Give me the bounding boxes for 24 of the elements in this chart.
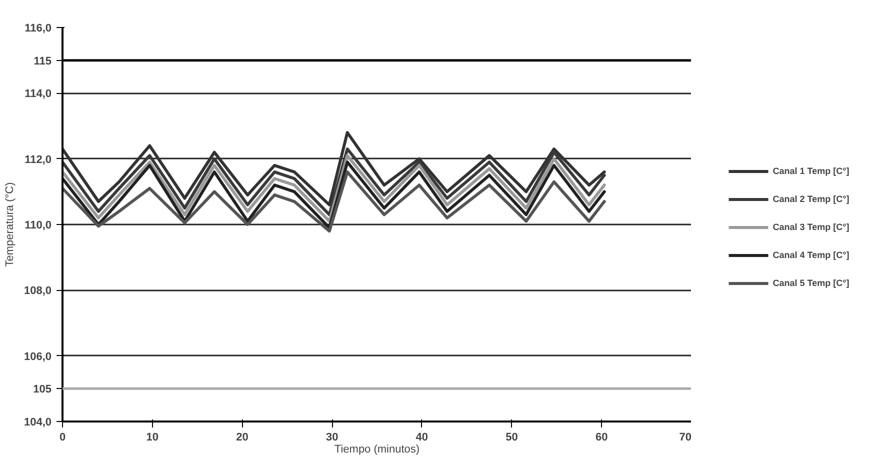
y-axis-title: Temperatura (°C) xyxy=(4,182,16,267)
y-tick-label: 110,0 xyxy=(24,220,52,232)
y-tick-label: 108,0 xyxy=(24,285,52,298)
y-tick-label: 116,0 xyxy=(24,22,52,34)
x-axis-title: Tiempo (minutos) xyxy=(334,444,420,456)
x-tick-label: 20 xyxy=(236,432,248,444)
y-tick-label: 112,0 xyxy=(24,154,52,166)
x-tick-label: 50 xyxy=(506,432,518,444)
legend-label: Canal 2 Temp [C°] xyxy=(772,194,850,204)
y-tick-label: 105 xyxy=(33,384,52,396)
y-tick-label: 106,0 xyxy=(24,350,52,363)
y-tick-label: 115 xyxy=(34,55,52,68)
legend-label: Canal 5 Temp [C°] xyxy=(772,278,850,288)
x-tick-label: 10 xyxy=(146,432,158,444)
x-tick-label: 70 xyxy=(679,432,692,444)
x-tick-label: 60 xyxy=(596,432,608,444)
legend-label: Canal 1 Temp [C°] xyxy=(772,166,850,176)
legend-label: Canal 3 Temp [C°] xyxy=(772,222,850,232)
x-tick-label: 0 xyxy=(59,432,66,444)
y-tick-label: 104,0 xyxy=(24,416,52,428)
x-tick-label: 40 xyxy=(416,432,428,444)
y-tick-label: 114,0 xyxy=(24,88,52,100)
x-tick-label: 30 xyxy=(326,432,338,444)
legend-label: Canal 4 Temp [C°] xyxy=(772,250,850,260)
